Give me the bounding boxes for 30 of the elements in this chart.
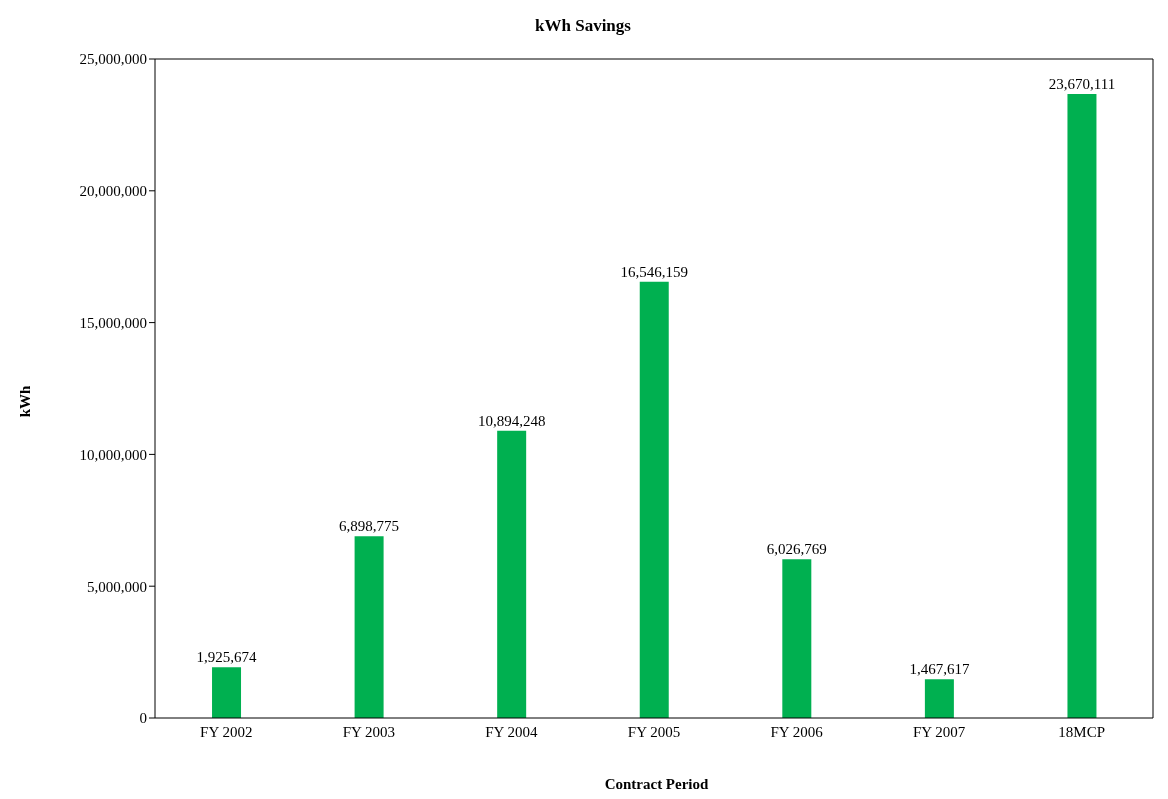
bar [639,281,669,718]
bar [354,536,384,718]
y-tick-label: 25,000,000 [79,51,147,68]
x-tick-label: FY 2005 [627,723,681,740]
bar [924,679,954,718]
data-label: 6,026,769 [766,541,827,558]
chart-title: kWh Savings [534,16,632,36]
data-label: 1,467,617 [909,661,970,678]
x-tick-label: FY 2006 [770,723,824,740]
y-tick-label: 15,000,000 [79,314,147,331]
y-tick-label: 0 [139,710,147,727]
y-tick-label: 10,000,000 [79,446,147,463]
x-tick-label: 18MCP [1058,723,1106,740]
data-label: 10,894,248 [477,412,546,429]
x-axis-title: Contract Period [603,776,710,793]
bar [497,430,527,718]
x-tick-label: FY 2003 [342,723,396,740]
data-label: 6,898,775 [339,518,400,535]
x-tick-label: FY 2004 [485,723,539,740]
y-tick-label: 5,000,000 [87,578,147,595]
data-label: 1,925,674 [196,649,258,666]
data-label: 23,670,111 [1048,76,1116,93]
data-label: 16,546,159 [620,263,688,280]
bar [212,667,242,718]
bar [1067,94,1097,718]
y-tick-label: 20,000,000 [79,183,147,200]
y-axis-title: kWh [17,385,35,418]
bar [782,559,812,718]
x-tick-label: FY 2002 [200,723,253,740]
x-tick-label: FY 2007 [912,723,966,740]
